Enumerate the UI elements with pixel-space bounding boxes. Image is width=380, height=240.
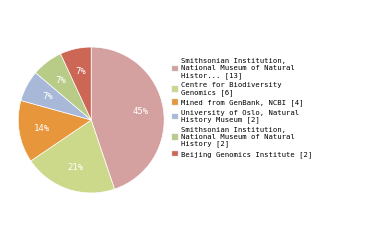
Text: 45%: 45% [132,108,148,116]
Text: 7%: 7% [75,67,86,76]
Wedge shape [36,54,91,120]
Wedge shape [18,101,91,161]
Wedge shape [91,47,164,189]
Legend: Smithsonian Institution,
National Museum of Natural
Histor... [13], Centre for B: Smithsonian Institution, National Museum… [172,58,312,158]
Text: 7%: 7% [42,92,53,101]
Text: 14%: 14% [34,124,50,132]
Wedge shape [21,73,91,120]
Wedge shape [31,120,114,193]
Text: 7%: 7% [56,76,66,85]
Text: 21%: 21% [67,162,84,172]
Wedge shape [60,47,91,120]
